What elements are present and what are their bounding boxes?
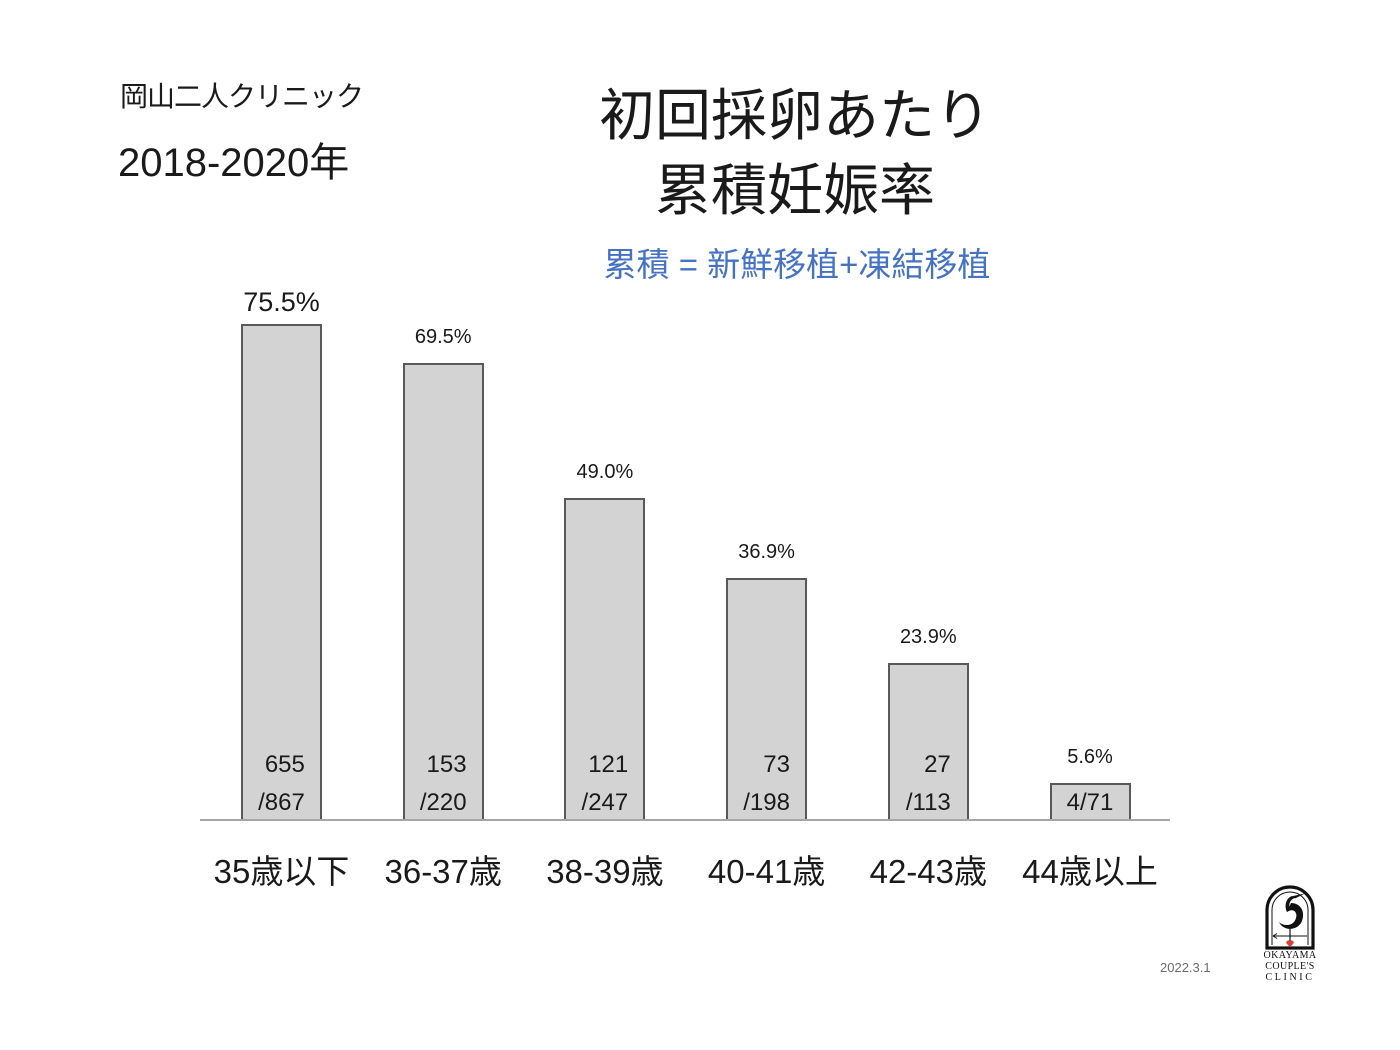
fraction-label-3: 121/247 <box>545 746 665 822</box>
value-label-5: 23.9% <box>899 625 957 648</box>
fraction-line-2: /867 <box>258 789 305 816</box>
value-label-1: 75.5% <box>243 286 320 317</box>
period-label: 2018-2020年 <box>118 141 350 185</box>
chart-title: 初回採卵あたり 累積妊娠率 <box>495 78 1095 228</box>
bar-2 <box>402 363 484 820</box>
category-label-2: 36-37歳 <box>384 853 502 890</box>
fraction-line-1: 73 <box>763 751 790 778</box>
category-label-1: 35歳以下 <box>213 853 350 890</box>
fraction-text: 27/113 <box>906 746 951 822</box>
bar-1 <box>241 323 322 820</box>
fraction-text: 73/198 <box>743 746 790 822</box>
value-label-6: 5.6% <box>1067 746 1113 769</box>
bar-4 <box>726 577 808 820</box>
logo-text-line-2: COUPLE'S <box>1265 961 1315 972</box>
fraction-line-2: /113 <box>905 789 951 816</box>
logo-text-line-1: OKAYAMA <box>1263 950 1317 961</box>
fraction-text: 121/247 <box>582 746 629 822</box>
fraction-line-1: 27 <box>924 751 951 778</box>
category-label-5: 42-43歳 <box>869 853 987 890</box>
fraction-line-1: 655 <box>264 751 305 778</box>
value-label-2: 69.5% <box>414 326 472 349</box>
date-stamp: 2022.3.1 <box>1160 960 1211 975</box>
x-axis-baseline <box>200 819 1170 821</box>
category-label-3: 38-39歳 <box>546 853 664 890</box>
value-label-3: 49.0% <box>576 461 634 484</box>
crane-emblem-icon <box>1265 885 1315 950</box>
fraction-text: 153/220 <box>420 746 467 822</box>
fraction-label-6: 4/71 <box>1030 784 1150 822</box>
category-label-6: 44歳以上 <box>1022 853 1158 890</box>
category-label-4: 40-41歳 <box>707 853 826 890</box>
fraction-text: 655/867 <box>258 746 305 822</box>
fraction-line-2: /247 <box>581 789 629 816</box>
fraction-label-4: 73/198 <box>707 746 827 822</box>
bar-6 <box>1049 783 1131 820</box>
fraction-label-2: 153/220 <box>383 746 503 822</box>
fraction-text: 4/71 <box>1067 784 1114 822</box>
bar-5 <box>887 662 969 820</box>
chart-title-line-2: 累積妊娠率 <box>655 159 935 222</box>
fraction-label-5: 27/113 <box>868 746 988 822</box>
fraction-line-2: /198 <box>743 789 790 816</box>
bar-3 <box>564 498 646 820</box>
fraction-line-1: 153 <box>426 751 467 778</box>
fraction-line-2: /220 <box>419 789 467 816</box>
clinic-logo: OKAYAMA COUPLE'S CLINIC <box>1258 884 1322 983</box>
chart-subtitle: 累積 = 新鮮移植+凍結移植 <box>603 246 991 283</box>
value-label-4: 36.9% <box>738 540 795 563</box>
fraction-line-1: 121 <box>588 751 629 778</box>
fraction-line-1: 4/71 <box>1066 789 1114 816</box>
clinic-name: 岡山二人クリニック <box>120 81 364 112</box>
logo-text-line-3: CLINIC <box>1265 972 1315 983</box>
fraction-label-1: 655/867 <box>222 746 342 822</box>
chart-title-line-1: 初回採卵あたり <box>599 84 991 147</box>
